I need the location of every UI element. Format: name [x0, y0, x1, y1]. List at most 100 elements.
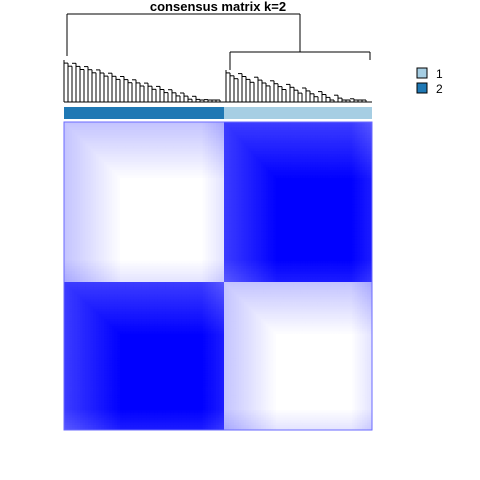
- heatmap-cell: [354, 170, 358, 174]
- heatmap-cell: [218, 218, 222, 222]
- heatmap-cell: [152, 127, 156, 131]
- heatmap-cell: [154, 132, 158, 136]
- heatmap-cell: [120, 194, 124, 198]
- heatmap-cell: [189, 258, 193, 262]
- heatmap-cell: [197, 258, 201, 262]
- heatmap-cell: [233, 148, 237, 152]
- heatmap-cell: [141, 164, 145, 168]
- heatmap-cell: [369, 146, 373, 150]
- heatmap-cell: [226, 127, 230, 131]
- heatmap-cell: [213, 274, 217, 278]
- heatmap-cell: [120, 191, 124, 195]
- heatmap-cell: [109, 146, 113, 150]
- heatmap-cell: [146, 279, 150, 283]
- heatmap-cell: [224, 127, 227, 131]
- heatmap-cell: [221, 132, 225, 136]
- heatmap-cell: [265, 122, 269, 126]
- heatmap-cell: [349, 132, 353, 136]
- heatmap-cell: [251, 162, 254, 166]
- heatmap-cell: [339, 146, 343, 150]
- heatmap-cell: [85, 178, 89, 182]
- heatmap-cell: [221, 167, 225, 171]
- heatmap-cell: [136, 271, 140, 275]
- heatmap-cell: [205, 191, 209, 195]
- heatmap-cell: [101, 122, 105, 126]
- heatmap-cell: [146, 276, 150, 280]
- heatmap-cell: [194, 175, 198, 179]
- heatmap-cell: [88, 122, 92, 126]
- heatmap-cell: [192, 159, 196, 163]
- heatmap-cell: [194, 194, 198, 198]
- heatmap-cell: [298, 135, 301, 139]
- heatmap-cell: [293, 138, 296, 142]
- heatmap-cell: [160, 191, 164, 195]
- heatmap-cell: [270, 127, 274, 131]
- heatmap-cell: [146, 218, 150, 222]
- heatmap-cell: [157, 172, 161, 176]
- heatmap-cell: [248, 138, 252, 142]
- heatmap-cell: [88, 210, 92, 214]
- heatmap-cell: [184, 263, 188, 267]
- heatmap-cell: [85, 218, 89, 222]
- heatmap-cell: [69, 258, 73, 262]
- heatmap-cell: [66, 124, 70, 128]
- heatmap-cell: [270, 172, 274, 176]
- heatmap-cell: [170, 180, 174, 184]
- heatmap-cell: [77, 263, 81, 267]
- heatmap-cell: [106, 252, 110, 256]
- heatmap-cell: [141, 204, 145, 208]
- heatmap-cell: [200, 207, 204, 211]
- heatmap-cell: [109, 188, 113, 192]
- heatmap-cell: [72, 268, 76, 272]
- heatmap-cell: [208, 223, 212, 227]
- heatmap-cell: [112, 260, 116, 264]
- heatmap-cell: [184, 162, 188, 166]
- heatmap-cell: [226, 164, 230, 168]
- heatmap-cell: [109, 186, 113, 190]
- heatmap-cell: [186, 186, 190, 190]
- heatmap-cell: [186, 172, 190, 176]
- heatmap-cell: [85, 188, 89, 192]
- heatmap-cell: [216, 279, 220, 283]
- heatmap-cell: [165, 247, 169, 251]
- heatmap-cell: [77, 255, 81, 259]
- heatmap-cell: [74, 244, 78, 248]
- heatmap-cell: [117, 178, 121, 182]
- heatmap-cell: [138, 143, 142, 147]
- heatmap-cell: [181, 268, 185, 272]
- heatmap-cell: [160, 151, 164, 155]
- heatmap-cell: [208, 255, 212, 259]
- heatmap-cell: [173, 236, 177, 240]
- heatmap-cell: [312, 162, 316, 166]
- heatmap-cell: [181, 167, 185, 171]
- heatmap-cell: [82, 212, 86, 216]
- heatmap-cell: [114, 271, 118, 275]
- heatmap-cell: [66, 234, 70, 238]
- heatmap-cell: [98, 228, 102, 232]
- heatmap-cell: [157, 271, 161, 275]
- heatmap-cell: [349, 162, 353, 166]
- heatmap-cell: [125, 202, 129, 206]
- heatmap-cell: [178, 274, 182, 278]
- heatmap-cell: [109, 220, 113, 224]
- heatmap-cell: [125, 226, 129, 230]
- heatmap-cell: [280, 175, 284, 179]
- heatmap-cell: [241, 167, 245, 171]
- heatmap-cell: [241, 170, 245, 174]
- heatmap-cell: [93, 151, 97, 155]
- heatmap-cell: [168, 255, 172, 259]
- heatmap-cell: [74, 162, 78, 166]
- heatmap-cell: [173, 132, 177, 136]
- heatmap-cell: [205, 263, 209, 267]
- heatmap-cell: [146, 191, 150, 195]
- heatmap-cell: [248, 148, 252, 152]
- heatmap-cell: [261, 124, 264, 128]
- heatmap-cell: [290, 175, 294, 179]
- heatmap-cell: [72, 159, 76, 163]
- heatmap-cell: [339, 135, 343, 139]
- heatmap-cell: [80, 271, 84, 275]
- heatmap-cell: [77, 215, 81, 219]
- heatmap-cell: [369, 127, 373, 131]
- heatmap-cell: [218, 252, 222, 256]
- heatmap-cell: [64, 239, 68, 243]
